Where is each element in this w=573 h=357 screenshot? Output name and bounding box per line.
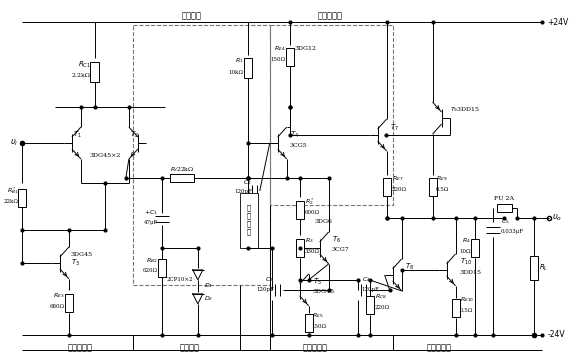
Text: 恒流源负载: 恒流源负载 [302, 343, 327, 352]
Bar [296, 201, 304, 219]
Text: 3DG45: 3DG45 [71, 252, 93, 257]
Text: $T_{10}$: $T_{10}$ [460, 257, 472, 267]
Text: 3DG6: 3DG6 [315, 220, 332, 225]
Text: 差分放大级: 差分放大级 [68, 343, 92, 352]
Text: 120pF: 120pF [234, 190, 252, 195]
Text: $R_1$: $R_1$ [235, 56, 244, 65]
Text: $T_2$: $T_2$ [130, 130, 139, 140]
Text: $T_8$: $T_8$ [405, 262, 414, 272]
Text: $C_5$: $C_5$ [500, 217, 509, 226]
Text: 3DG45: 3DG45 [313, 290, 335, 295]
Text: $R_{E4}$: $R_{E4}$ [274, 44, 286, 52]
Text: $R_{E3}$: $R_{E3}$ [53, 291, 65, 300]
Text: $R_L$: $R_L$ [539, 263, 549, 273]
Text: 600Ω: 600Ω [305, 211, 320, 216]
Text: $R_{E10}$: $R_{E10}$ [460, 296, 474, 304]
Text: 2.2kΩ: 2.2kΩ [72, 72, 91, 77]
Text: $R_{C8}$: $R_{C8}$ [375, 292, 386, 301]
Bar [531, 256, 539, 280]
Bar [296, 239, 304, 257]
Text: 220Ω: 220Ω [375, 305, 390, 310]
Text: 47μF: 47μF [143, 221, 158, 226]
Text: $R_{E9}$: $R_{E9}$ [435, 175, 447, 183]
Text: $υ_o$: $υ_o$ [552, 213, 563, 223]
Bar [497, 204, 512, 212]
Text: 220Ω: 220Ω [391, 187, 407, 192]
Text: 680Ω: 680Ω [50, 305, 65, 310]
Text: 准互补功放: 准互补功放 [427, 343, 452, 352]
Text: $C_4$: $C_4$ [362, 276, 371, 284]
Text: 120pF: 120pF [362, 287, 379, 292]
Text: 恒
压
偏
置: 恒 压 偏 置 [246, 205, 251, 235]
Text: $C_2$: $C_2$ [243, 178, 252, 187]
Text: $R_{E5}$: $R_{E5}$ [312, 311, 323, 320]
Bar [429, 178, 437, 196]
Bar [366, 296, 374, 314]
Bar [240, 193, 258, 248]
Bar [383, 178, 391, 196]
Text: $R_{E7}$: $R_{E7}$ [391, 175, 403, 183]
Text: $T_1$: $T_1$ [73, 130, 82, 140]
Text: $R_{C1}$: $R_{C1}$ [78, 60, 91, 70]
Text: 共射放大器: 共射放大器 [317, 12, 342, 21]
Text: $R_{B2}$: $R_{B2}$ [146, 256, 158, 265]
Text: 120pF: 120pF [256, 287, 274, 292]
Text: 2CP10×2: 2CP10×2 [166, 277, 193, 282]
Text: $R^*_{B1}$: $R^*_{B1}$ [7, 186, 19, 196]
Bar [244, 58, 252, 78]
Text: 150Ω: 150Ω [270, 57, 286, 62]
Text: +24V: +24V [547, 17, 569, 27]
Bar [305, 314, 313, 332]
Text: $T_4$: $T_4$ [290, 130, 299, 140]
Bar [170, 174, 194, 182]
Text: $υ_i$: $υ_i$ [10, 138, 18, 148]
Text: 10kΩ: 10kΩ [229, 70, 244, 75]
Text: $D_1$: $D_1$ [204, 281, 213, 290]
Bar [452, 299, 460, 317]
Text: $T_5$: $T_5$ [313, 277, 321, 287]
Text: 0.5Ω: 0.5Ω [435, 187, 449, 192]
Text: $T_7$: $T_7$ [390, 123, 398, 133]
Text: -24V: -24V [547, 330, 565, 340]
Text: 0.5Ω: 0.5Ω [460, 308, 473, 313]
Text: $T_3$: $T_3$ [71, 258, 80, 268]
Text: $R_3$: $R_3$ [305, 236, 313, 245]
Text: 3CG5: 3CG5 [290, 142, 308, 147]
Text: $T_9$3DD15: $T_9$3DD15 [450, 105, 480, 114]
Bar [158, 259, 166, 277]
Text: $R^*_2$: $R^*_2$ [305, 197, 315, 207]
Text: 150Ω: 150Ω [312, 325, 327, 330]
Text: 22kΩ: 22kΩ [4, 200, 19, 205]
Bar [18, 189, 26, 207]
Bar [91, 62, 99, 82]
Text: 0.033μF: 0.033μF [500, 230, 524, 235]
Text: 620Ω: 620Ω [143, 268, 158, 273]
Text: 330Ω: 330Ω [305, 250, 320, 255]
Text: $T_6$: $T_6$ [332, 235, 341, 245]
Text: $C_3$: $C_3$ [265, 276, 274, 284]
Text: 3DG45×2: 3DG45×2 [89, 152, 120, 157]
Text: 偏置电路: 偏置电路 [180, 343, 200, 352]
Text: 3CG7: 3CG7 [332, 247, 350, 252]
Text: $D_2$: $D_2$ [204, 295, 213, 303]
Text: $R_4$: $R_4$ [462, 236, 470, 245]
Text: 3DD15: 3DD15 [460, 270, 481, 275]
Text: 反馈电路: 反馈电路 [182, 12, 202, 21]
Text: $+C_1$: $+C_1$ [144, 208, 158, 217]
Text: 3DG12: 3DG12 [295, 46, 317, 51]
Bar [65, 294, 73, 312]
Text: $R_f$22kΩ: $R_f$22kΩ [170, 166, 194, 175]
Text: 10Ω: 10Ω [459, 250, 470, 255]
Bar [470, 239, 478, 257]
Bar [286, 48, 294, 66]
Text: FU 2A: FU 2A [494, 196, 515, 201]
